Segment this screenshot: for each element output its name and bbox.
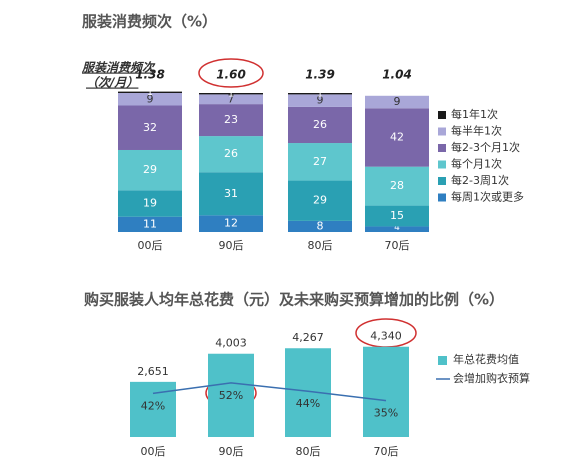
legend-label: 年总花费均值 xyxy=(453,352,519,366)
x-tick-label: 80后 xyxy=(296,445,321,458)
data-label: 15 xyxy=(390,209,404,222)
data-label: 42 xyxy=(390,130,404,143)
annotation: 1.60 xyxy=(216,68,246,82)
x-tick-label: 80后 xyxy=(308,239,333,252)
bar-segment xyxy=(199,215,263,232)
data-label: 26 xyxy=(313,118,327,131)
data-label: 9 xyxy=(147,92,154,105)
legend-swatch xyxy=(438,193,446,202)
data-label: 9 xyxy=(317,94,324,107)
x-tick-label: 70后 xyxy=(374,445,399,458)
legend-label: 每个月1次 xyxy=(451,157,502,171)
legend-swatch xyxy=(438,160,446,169)
annotation: 1.04 xyxy=(382,68,412,82)
legend-swatch xyxy=(438,127,446,136)
x-tick-label: 00后 xyxy=(141,445,166,458)
data-label: 7 xyxy=(228,92,235,105)
bar-segment xyxy=(199,104,263,137)
bar-segment xyxy=(365,108,429,167)
annotation: 1.38 xyxy=(135,68,165,82)
data-label: 1 xyxy=(228,90,234,100)
bar-segment xyxy=(118,149,182,191)
chart-title: 服装消费频次（%） xyxy=(82,13,217,31)
data-label: 1 xyxy=(147,88,153,98)
bar-segment xyxy=(118,93,182,106)
data-label: 44% xyxy=(296,397,320,410)
line xyxy=(152,382,387,402)
data-label: 4,267 xyxy=(292,331,324,344)
bar-segment xyxy=(118,216,182,232)
y-axis-label: （次/月） xyxy=(86,76,138,90)
bar-segment xyxy=(365,205,429,227)
data-label: 4 xyxy=(394,223,400,233)
bar xyxy=(208,353,254,437)
legend-label: 会增加购衣预算 xyxy=(453,371,530,385)
bar-segment xyxy=(118,91,182,93)
x-tick-label: 90后 xyxy=(219,445,244,458)
bar-segment xyxy=(365,166,429,206)
legend-swatch xyxy=(438,111,446,119)
x-tick-label: 00后 xyxy=(138,239,163,252)
bar-segment xyxy=(199,172,263,216)
legend-label: 每2-3周1次 xyxy=(451,173,509,187)
bar-segment xyxy=(288,93,352,95)
bar-segment xyxy=(199,94,263,105)
data-label: 31 xyxy=(224,187,238,200)
data-label: 26 xyxy=(224,147,238,160)
legend-swatch xyxy=(438,356,447,365)
data-label: 11 xyxy=(143,217,157,230)
data-label: 8 xyxy=(317,219,324,232)
bar-segment xyxy=(118,190,182,217)
data-label: 52% xyxy=(219,389,243,402)
highlight xyxy=(198,58,264,88)
data-label: 23 xyxy=(224,113,238,126)
data-label: 4,003 xyxy=(215,337,247,350)
annotation: 1.39 xyxy=(305,68,335,82)
bar-segment xyxy=(365,95,429,109)
legend-swatch xyxy=(438,177,446,185)
data-label: 2,651 xyxy=(137,365,169,378)
bar-segment xyxy=(365,226,429,232)
bar-segment xyxy=(288,94,352,107)
bar-segment xyxy=(288,220,352,232)
data-label: 12 xyxy=(224,217,238,230)
legend-label: 每周1次或更多 xyxy=(451,190,524,204)
bar-segment xyxy=(199,93,263,95)
bar-segment xyxy=(288,106,352,144)
data-label: 19 xyxy=(143,197,157,210)
legend-swatch xyxy=(438,144,446,152)
bar-segment xyxy=(118,105,182,150)
bar-segment xyxy=(288,143,352,181)
x-tick-label: 90后 xyxy=(219,239,244,252)
bar xyxy=(363,346,409,437)
bar-segment xyxy=(288,180,352,221)
legend-label: 每1年1次 xyxy=(451,107,498,121)
data-label: 32 xyxy=(143,121,157,134)
data-label: 35% xyxy=(374,407,398,420)
data-label: 28 xyxy=(390,179,404,192)
legend-label: 每2-3个月1次 xyxy=(451,140,520,154)
data-label: 4,340 xyxy=(370,330,402,343)
chart-title: 购买服装人均年总花费（元）及未来购买预算增加的比例（%） xyxy=(84,291,504,309)
data-label: 29 xyxy=(143,163,157,176)
y-axis-label: 服装消费频次 xyxy=(81,61,156,75)
legend-label: 每半年1次 xyxy=(451,124,502,138)
data-label: 27 xyxy=(313,155,327,168)
bar-segment xyxy=(199,136,263,173)
data-label: 9 xyxy=(394,95,401,108)
data-label: 42% xyxy=(141,399,165,412)
data-label: 1 xyxy=(317,90,323,100)
x-tick-label: 70后 xyxy=(385,239,410,252)
data-label: 29 xyxy=(313,194,327,207)
